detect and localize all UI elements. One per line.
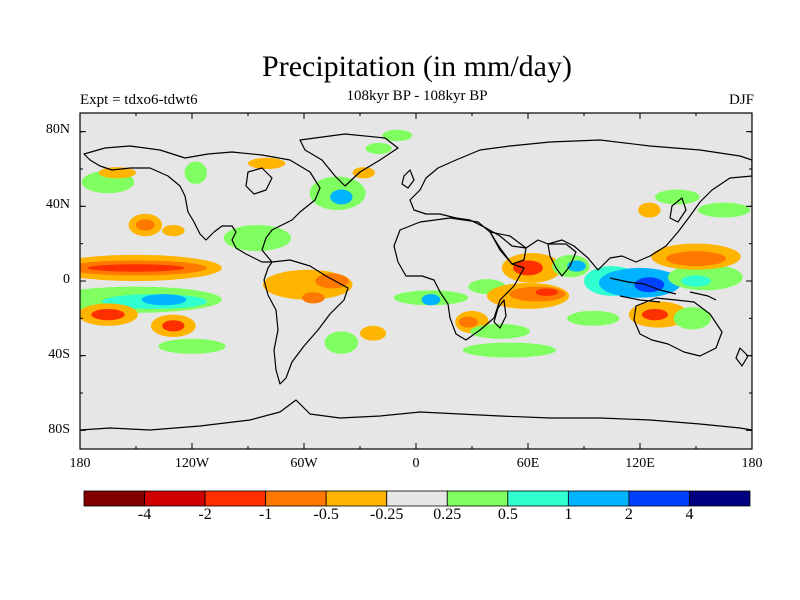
anomaly-patch <box>324 331 359 354</box>
season-label: DJF <box>728 92 754 108</box>
anomaly-patch <box>360 325 387 341</box>
lon-label-60e: 60E <box>516 456 540 471</box>
colorbar-label: 4 <box>685 506 694 523</box>
lon-label-120w: 120W <box>174 456 210 471</box>
anomaly-patch <box>666 251 726 267</box>
anomaly-patch <box>458 316 478 328</box>
coastline-south-america <box>263 259 349 385</box>
colorbar-swatch <box>204 490 267 507</box>
lat-label-0: 0 <box>63 272 70 287</box>
lon-label-120e: 120E <box>625 456 655 471</box>
lat-label-40s: 40S <box>48 347 70 362</box>
colorbar-label: -0.5 <box>313 506 339 523</box>
coastline-india <box>547 243 577 277</box>
axis-ticks <box>79 113 753 449</box>
colorbar-swatch <box>689 490 751 507</box>
anomaly-patch <box>513 260 543 276</box>
anomaly-patch <box>141 294 187 306</box>
lon-label-180w: 180 <box>69 456 91 471</box>
anomaly-patch <box>535 288 558 296</box>
experiment-label: Expt = tdxo6-tdwt6 <box>80 92 198 108</box>
colorbar-swatch <box>446 490 509 507</box>
lat-label-80n: 80N <box>45 122 70 137</box>
coastline-greenland <box>299 133 399 187</box>
colorbar <box>83 490 751 507</box>
lat-label-40n: 40N <box>45 197 70 212</box>
coastline-hudson-bay <box>245 167 273 195</box>
anomaly-patch <box>136 219 155 231</box>
plot-subtitle: 108kyr BP - 108kyr BP <box>346 88 488 104</box>
colorbar-swatch <box>507 490 569 507</box>
coastlines <box>80 133 752 431</box>
plot-title: Precipitation (in mm/day) <box>262 50 572 83</box>
anomaly-patch <box>247 157 286 169</box>
anomaly-patch <box>184 161 207 184</box>
colorbar-label: -2 <box>198 506 212 523</box>
colorbar-label: -4 <box>137 506 152 523</box>
colorbar-label: 1 <box>564 506 573 523</box>
anomaly-patch <box>681 275 711 287</box>
anomaly-patch <box>567 260 586 272</box>
colorbar-swatch <box>386 490 448 507</box>
colorbar-swatch <box>144 490 206 507</box>
anomaly-patch <box>162 320 185 332</box>
anomaly-patch <box>567 310 620 326</box>
anomaly-patch <box>365 142 392 155</box>
anomaly-patch <box>462 342 556 358</box>
coastline-madagascar <box>493 299 507 329</box>
anomaly-patch <box>654 189 700 205</box>
anomaly-patch <box>330 189 353 205</box>
anomaly-patch <box>697 202 751 218</box>
colorbar-label: -1 <box>258 506 273 523</box>
anomaly-patch <box>98 167 136 179</box>
colorbar-label: 0.25 <box>433 506 462 523</box>
anomaly-patch <box>641 309 669 321</box>
anomaly-patch <box>638 202 661 218</box>
anomaly-patch <box>162 225 185 237</box>
coastline-new-zealand <box>735 347 749 367</box>
colorbar-swatch <box>628 490 690 507</box>
anomaly-patch <box>470 323 530 339</box>
anomaly-patch <box>315 273 349 289</box>
anomaly-patch <box>352 167 375 179</box>
lon-label-60w: 60W <box>290 456 318 471</box>
anomaly-patch <box>421 294 441 306</box>
coastline-japan <box>669 197 687 223</box>
coastline-arabia <box>489 231 527 265</box>
lon-label-180e: 180 <box>741 456 763 471</box>
anomaly-patch <box>302 292 325 304</box>
colorbar-swatch <box>83 490 145 507</box>
colorbar-swatch <box>567 490 630 507</box>
anomaly-patch <box>673 307 711 330</box>
coastline-north-america <box>83 145 321 263</box>
coastline-indonesia <box>609 277 717 303</box>
anomaly-patch <box>223 225 291 252</box>
coastline-uk <box>401 169 415 189</box>
colorbar-swatch <box>265 490 327 507</box>
anomaly-patch <box>158 338 226 354</box>
colorbar-label: 2 <box>624 506 633 523</box>
lat-label-80s: 80S <box>48 422 70 437</box>
colorbar-swatch <box>325 490 388 507</box>
anomaly-patch <box>87 264 185 272</box>
anomaly-patch <box>91 309 125 321</box>
coastline-australia <box>633 297 723 357</box>
lon-label-0: 0 <box>412 456 420 471</box>
colorbar-label: -0.25 <box>370 506 404 523</box>
coastline-antarctica <box>80 399 752 431</box>
anomaly-patch <box>382 129 413 141</box>
colorbar-label: 0.5 <box>497 506 518 523</box>
